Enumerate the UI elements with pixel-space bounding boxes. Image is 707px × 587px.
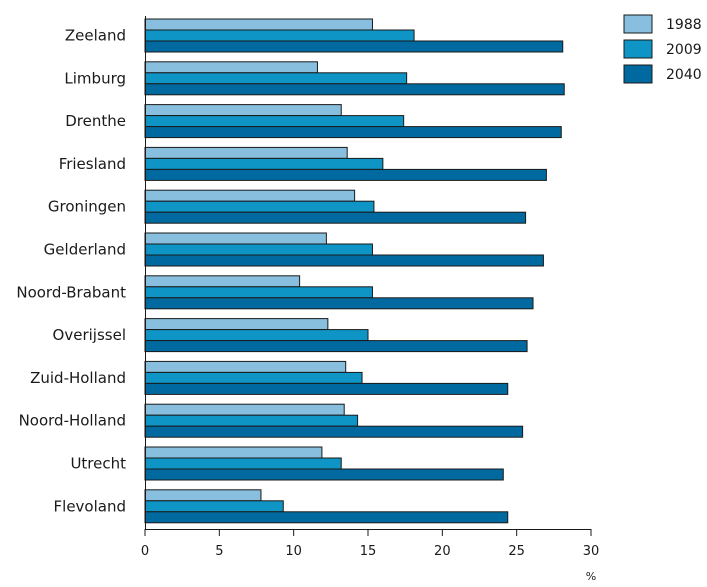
category-label: Noord-Brabant (16, 283, 126, 301)
x-tick-label: 15 (360, 544, 377, 559)
x-tick-label: 20 (434, 544, 451, 559)
category-label: Noord-Holland (19, 412, 126, 430)
category-label: Flevoland (54, 497, 126, 515)
bar-friesland-1988 (144, 146, 348, 159)
bar-zeeland-2040 (144, 40, 564, 53)
x-tick-label: 0 (141, 544, 149, 559)
bar-utrecht-1988 (144, 446, 323, 459)
bar-limburg-1988 (144, 61, 318, 74)
category-label: Utrecht (70, 455, 126, 473)
category-label: Gelderland (44, 241, 126, 259)
bar-friesland-2040 (144, 168, 547, 181)
x-tick-label: 10 (285, 544, 302, 559)
bar-flevoland-2040 (144, 511, 509, 524)
category-label: Friesland (59, 155, 126, 173)
bar-overijssel-2040 (144, 340, 528, 353)
bar-zuid-holland-2009 (144, 371, 363, 384)
bar-limburg-2009 (144, 72, 408, 85)
category-labels: Zeeland Limburg Drenthe Friesland Groningen G… (16, 27, 126, 516)
bar-gelderland-1988 (144, 232, 327, 245)
bar-drenthe-1988 (144, 104, 342, 117)
legend-swatch-2009 (623, 39, 653, 59)
bar-utrecht-2040 (144, 468, 504, 481)
bar-zuid-holland-1988 (144, 360, 347, 373)
legend-swatch-1988 (623, 14, 653, 34)
bar-groningen-1988 (144, 189, 356, 202)
bar-groningen-2009 (144, 200, 375, 213)
bar-gelderland-2040 (144, 254, 544, 267)
bar-zeeland-1988 (144, 18, 373, 31)
legend-label-1988: 1988 (666, 17, 702, 33)
bar-noord-holland-1988 (144, 403, 345, 416)
bar-groningen-2040 (144, 211, 527, 224)
bar-flevoland-2009 (144, 500, 284, 513)
bar-zuid-holland-2040 (144, 382, 509, 395)
category-label: Overijssel (53, 326, 126, 344)
bars-group (144, 18, 565, 524)
category-label: Groningen (48, 198, 126, 216)
bar-noord-holland-2009 (144, 414, 359, 427)
x-tick-label: 5 (215, 544, 223, 559)
x-axis-ticks: 0 5 10 15 20 25 30 (141, 529, 599, 559)
bar-zeeland-2009 (144, 29, 415, 42)
bar-flevoland-1988 (144, 489, 262, 502)
bar-noord-brabant-2040 (144, 297, 534, 310)
bar-noord-brabant-1988 (144, 275, 301, 288)
legend-label-2009: 2009 (666, 42, 702, 58)
category-label: Limburg (64, 69, 126, 87)
bar-gelderland-2009 (144, 243, 373, 256)
category-label: Zeeland (65, 27, 126, 45)
legend-swatch-2040 (623, 64, 653, 84)
bar-drenthe-2009 (144, 115, 405, 128)
bar-noord-brabant-2009 (144, 286, 373, 299)
x-axis-unit-label: % (586, 570, 596, 583)
category-label: Zuid-Holland (30, 369, 126, 387)
bar-friesland-2009 (144, 157, 384, 170)
legend-label-2040: 2040 (666, 67, 702, 83)
bar-overijssel-2009 (144, 329, 369, 342)
x-tick-label: 30 (583, 544, 600, 559)
bar-limburg-2040 (144, 83, 565, 96)
x-tick-label: 25 (508, 544, 525, 559)
bar-noord-holland-2040 (144, 425, 524, 438)
category-label: Drenthe (65, 112, 126, 130)
bar-overijssel-1988 (144, 318, 329, 331)
bar-drenthe-2040 (144, 126, 562, 139)
legend: 1988 2009 2040 (623, 14, 702, 84)
bar-utrecht-2009 (144, 457, 342, 470)
